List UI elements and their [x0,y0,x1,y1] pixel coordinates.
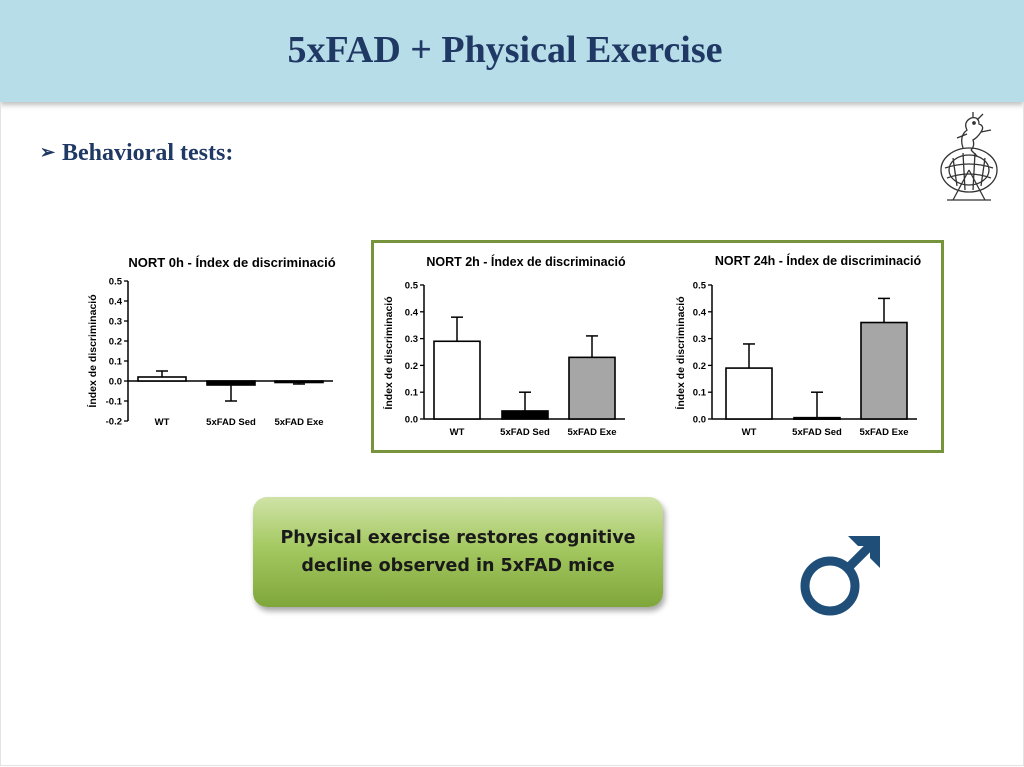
y-tick-label: -0.2 [106,417,122,428]
category-label: 5xFAD Exe [567,427,616,438]
conclusion-callout: Physical exercise restores cognitive dec… [253,497,663,607]
bullet-text: Behavioral tests: [62,140,234,166]
y-tick-label: 0.5 [693,281,707,292]
y-ticks: 0.5 0.4 0.3 0.2 0.1 0.0 -0.1 -0.2 [106,277,333,428]
callout-text: Physical exercise restores cognitive dec… [280,528,636,576]
bar [568,356,616,420]
bar [137,376,187,382]
bar [860,321,908,420]
chart-title: NORT 24h - Índex de discriminació [715,253,922,268]
category-label: 5xFAD Sed [206,417,256,428]
chart-nort-2h: NORT 2h - Índex de discriminació Índex d… [382,254,626,438]
bar [725,367,773,420]
category-label: WT [742,427,757,438]
y-tick-label: -0.1 [106,397,123,408]
bar [206,380,256,386]
category-labels: WT 5xFAD Sed 5xFAD Exe [155,417,324,428]
title-bar: 5xFAD + Physical Exercise [0,0,1024,102]
male-symbol-icon [800,536,880,616]
mouse-running-wheel-icon [940,112,998,201]
bars [433,316,616,420]
category-label: WT [450,427,465,438]
y-tick-label: 0.0 [693,415,706,426]
arrow-bullet-icon: ➢ [40,142,56,162]
y-tick-label: 0.0 [405,415,418,426]
y-tick-label: 0.2 [109,337,122,348]
y-tick-label: 0.1 [109,357,123,368]
y-tick-label: 0.2 [405,361,418,372]
y-tick-label: 0.3 [693,334,706,345]
category-labels: WT 5xFAD Sed 5xFAD Exe [742,427,909,438]
category-label: WT [155,417,170,428]
category-label: 5xFAD Sed [500,427,550,438]
bar [501,410,549,420]
y-tick-label: 0.5 [405,281,419,292]
y-tick-label: 0.3 [405,334,418,345]
chart-title: NORT 2h - Índex de discriminació [426,254,626,269]
y-tick-label: 0.0 [109,377,122,388]
bar [433,340,481,420]
y-tick-label: 0.1 [693,388,707,399]
y-axis-label: Índex de discriminació [86,294,99,407]
slide-title: 5xFAD + Physical Exercise [287,29,723,71]
y-tick-label: 0.4 [693,307,707,318]
y-axis-label: Índex de discriminació [674,296,687,409]
bar [793,416,841,420]
category-label: 5xFAD Exe [274,417,323,428]
y-tick-label: 0.3 [109,317,122,328]
y-tick-label: 0.2 [693,361,706,372]
category-label: 5xFAD Sed [792,427,842,438]
chart-title: NORT 0h - Índex de discriminació [128,255,335,270]
y-tick-label: 0.5 [109,277,123,288]
bars [137,370,324,402]
chart-nort-24h: NORT 24h - Índex de discriminació Índex … [674,253,922,438]
y-tick-label: 0.4 [405,307,419,318]
bullet-point: ➢ Behavioral tests: [40,140,233,167]
y-tick-label: 0.1 [405,388,419,399]
y-tick-label: 0.4 [109,297,123,308]
chart-nort-0h: NORT 0h - Índex de discriminació Índex d… [86,255,336,428]
y-axis-label: Índex de discriminació [382,296,395,409]
bars [725,297,908,420]
category-label: 5xFAD Exe [859,427,908,438]
category-labels: WT 5xFAD Sed 5xFAD Exe [450,427,617,438]
